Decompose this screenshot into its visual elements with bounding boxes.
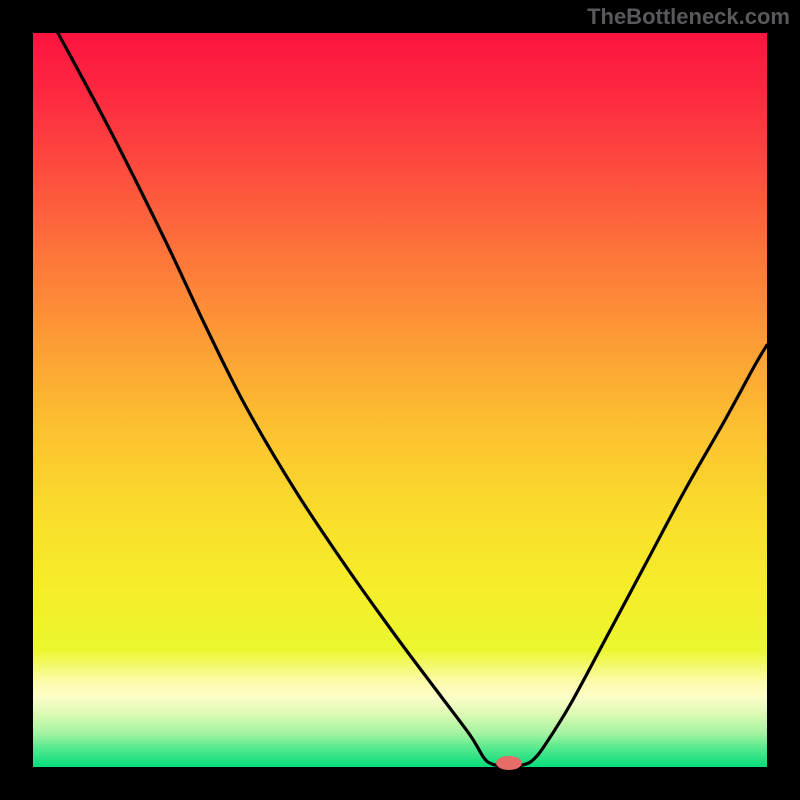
optimum-marker — [496, 756, 522, 770]
watermark-text: TheBottleneck.com — [587, 4, 790, 30]
chart-frame: TheBottleneck.com — [0, 0, 800, 800]
plot-background — [33, 33, 767, 767]
bottleneck-chart — [0, 0, 800, 800]
